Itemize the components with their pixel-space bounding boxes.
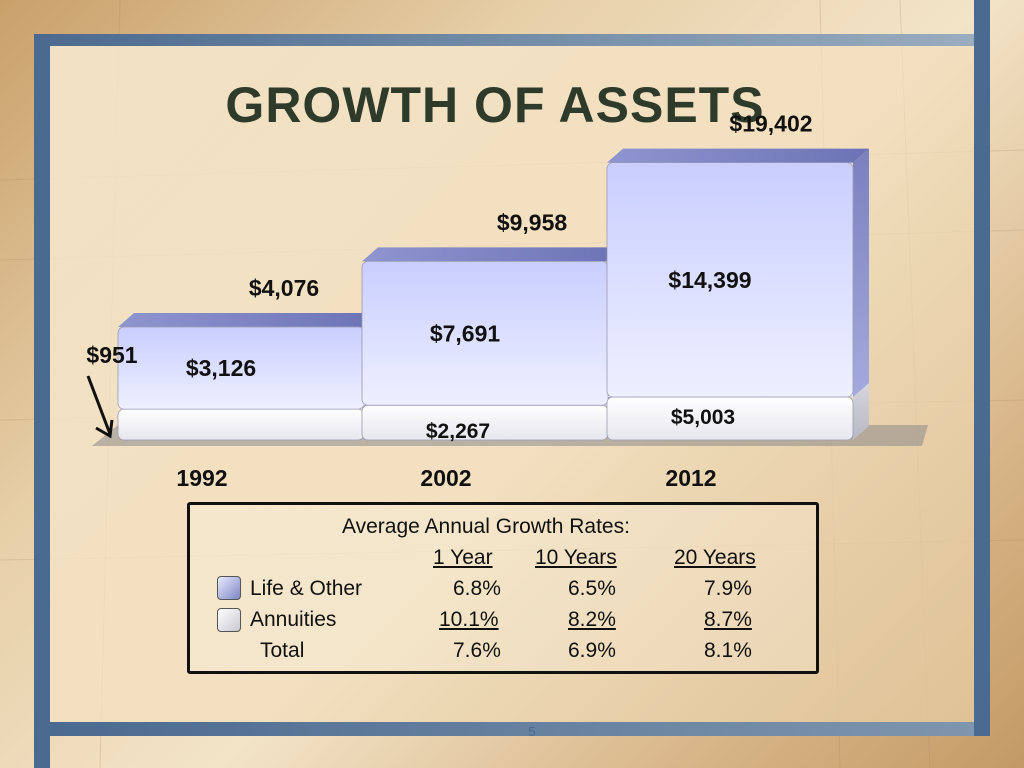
row-label-life-other: Life & Other (250, 577, 363, 600)
bar-life-2012-top (607, 148, 869, 163)
tick-label-1992: 1992 (176, 465, 227, 491)
bar-life-2012 (606, 148, 869, 398)
data-label-life-2012: $14,399 (668, 267, 751, 293)
data-label-total-2002: $9,958 (497, 209, 568, 235)
cell-total-10yr: 6.9% (568, 639, 616, 662)
data-label-annuities-2002: $2,267 (426, 420, 490, 443)
bar-annuities-1992-front (117, 408, 365, 441)
tick-label-2002: 2002 (420, 465, 471, 491)
frame-right (974, 0, 990, 736)
growth-rates-table: Average Annual Growth Rates: 1 Year 10 Y… (187, 502, 819, 674)
cell-ann-10yr: 8.2% (568, 608, 616, 631)
row-label-annuities: Annuities (250, 608, 337, 631)
bar-life-2002-top (362, 247, 624, 262)
data-label-life-1992: $3,126 (186, 355, 256, 381)
cell-life-1yr: 6.8% (453, 577, 501, 600)
bar-life-1992-top (118, 312, 380, 327)
cell-life-10yr: 6.5% (568, 577, 616, 600)
cell-total-1yr: 7.6% (453, 639, 501, 662)
cell-ann-1yr: 10.1% (439, 608, 499, 631)
col-header-20-years: 20 Years (674, 546, 756, 569)
bar-annuities-2012-side (853, 382, 869, 440)
frame-top (34, 34, 974, 46)
col-header-10-years: 10 Years (535, 546, 617, 569)
data-label-annuities-2012: $5,003 (671, 406, 735, 429)
frame-left (34, 34, 50, 768)
cell-life-20yr: 7.9% (704, 577, 752, 600)
cell-ann-20yr: 8.7% (704, 608, 752, 631)
data-label-annuities-1992: $951 (86, 342, 137, 368)
tick-label-2012: 2012 (665, 465, 716, 491)
slide-title: GROWTH OF ASSETS (225, 77, 765, 133)
table-heading: Average Annual Growth Rates: (342, 515, 630, 538)
col-header-1-year: 1 Year (433, 546, 493, 569)
row-label-total: Total (260, 639, 305, 662)
annuities-swatch-icon (217, 608, 241, 632)
cell-total-20yr: 8.1% (704, 639, 752, 662)
bar-life-2012-front (606, 162, 854, 398)
data-label-total-2012: $19,402 (729, 111, 812, 137)
page-number: 5 (528, 724, 536, 739)
bar-life-2012-side (853, 148, 869, 397)
data-label-life-2002: $7,691 (430, 320, 501, 346)
arrow-icon (86, 375, 114, 439)
data-label-total-1992: $4,076 (249, 275, 319, 301)
life-other-swatch-icon (217, 576, 241, 600)
frame-bottom (50, 722, 974, 736)
